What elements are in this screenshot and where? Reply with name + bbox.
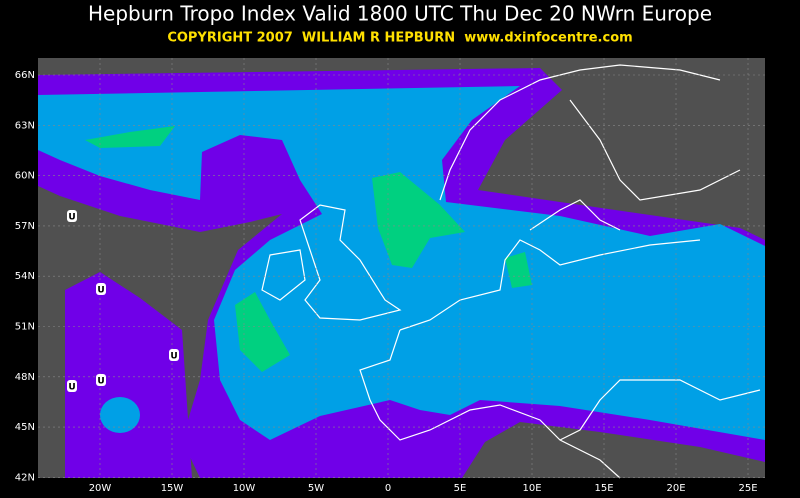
marker-label: U [68,383,75,393]
lon-label: 20W [89,483,112,494]
region-green [85,126,175,148]
lon-label: 20E [666,483,685,494]
region-purple [65,272,192,478]
markers: U U U U U [67,210,179,393]
marker-box [96,283,106,295]
lat-label: 60N [15,171,35,182]
axis-labels: 66N 63N 60N 57N 54N 51N 48N 45N 42N 20W 15W 10W 5W 0 5… [15,70,758,494]
region-green [505,252,532,288]
lat-label: 66N [15,70,35,81]
lon-label: 15E [594,483,613,494]
lon-label: 15W [161,483,184,494]
lon-label: 10E [522,483,541,494]
coastline [359,239,761,479]
title: Hepburn Tropo Index Valid 1800 UTC Thu D… [88,2,712,26]
marker-label: U [97,286,104,296]
lat-label: 42N [15,472,35,483]
region-cyan [100,397,140,433]
copyright: COPYRIGHT 2007 WILLIAM R HEPBURN www.dxi… [167,31,632,46]
lon-label: 25E [738,483,757,494]
marker-label: U [97,377,104,387]
lon-label: 0 [385,483,391,494]
graticule [38,58,765,478]
marker-label: U [170,352,177,362]
coastline [299,204,402,321]
marker-box [67,380,77,392]
lat-label: 63N [15,120,35,131]
lon-label: 5E [454,483,467,494]
marker-box [169,349,179,361]
region-green [372,172,465,268]
marker-box [96,374,106,386]
region-green [235,292,290,372]
lat-label: 48N [15,372,35,383]
marker-label: U [68,213,75,223]
lon-label: 5W [308,483,324,494]
coastline [439,64,741,231]
coastline [261,249,306,301]
lon-label: 10W [233,483,256,494]
lat-label: 51N [15,322,35,333]
lat-label: 54N [15,271,35,282]
lat-label: 57N [15,221,35,232]
lat-label: 45N [15,422,35,433]
map-area: 66N 63N 60N 57N 54N 51N 48N 45N 42N 20W 15W 10W 5W 0 5… [15,58,765,494]
marker-box [67,210,77,222]
